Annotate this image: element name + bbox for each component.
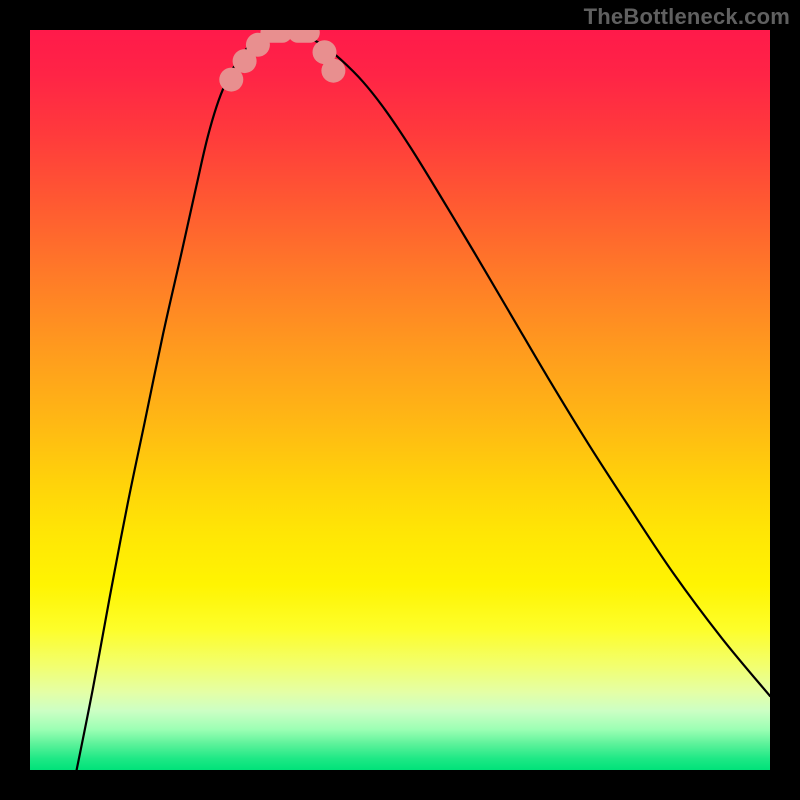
watermark-text: TheBottleneck.com [584,4,790,30]
plot-area [30,30,770,770]
marker-dot [321,59,345,83]
plot-svg [30,30,770,770]
gradient-background [30,30,770,770]
marker-cap [288,30,320,43]
marker-cap [260,30,292,43]
outer-frame: TheBottleneck.com [0,0,800,800]
